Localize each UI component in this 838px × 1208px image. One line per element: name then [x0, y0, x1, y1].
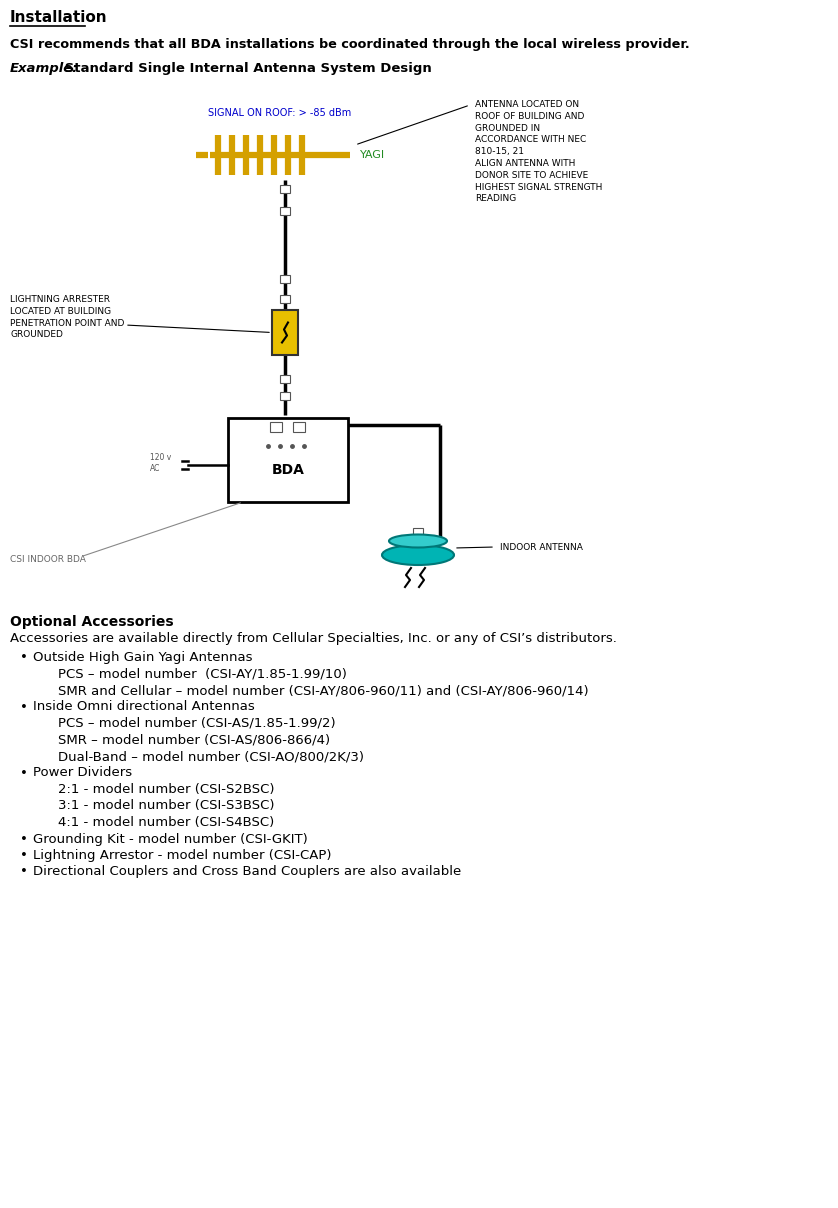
Text: Inside Omni directional Antennas: Inside Omni directional Antennas [33, 701, 255, 714]
Text: Optional Accessories: Optional Accessories [10, 615, 173, 629]
Bar [270, 422, 282, 432]
Bar [272, 310, 298, 355]
Text: SMR and Cellular – model number (CSI-AY/806-960/11) and (CSI-AY/806-960/14): SMR and Cellular – model number (CSI-AY/… [58, 684, 588, 697]
Text: •: • [20, 832, 28, 846]
Ellipse shape [382, 545, 454, 565]
Bar [280, 185, 290, 193]
Text: SIGNAL ON ROOF: > -85 dBm: SIGNAL ON ROOF: > -85 dBm [209, 108, 352, 118]
Text: 4:1 - model number (CSI-S4BSC): 4:1 - model number (CSI-S4BSC) [58, 815, 274, 829]
Text: CSI INDOOR BDA: CSI INDOOR BDA [10, 554, 85, 564]
Text: 120 v
AC: 120 v AC [150, 453, 171, 472]
Text: 2:1 - model number (CSI-S2BSC): 2:1 - model number (CSI-S2BSC) [58, 783, 275, 796]
Text: LIGHTNING ARRESTER
LOCATED AT BUILDING
PENETRATION POINT AND
GROUNDED: LIGHTNING ARRESTER LOCATED AT BUILDING P… [10, 295, 124, 339]
Text: PCS – model number  (CSI-AY/1.85-1.99/10): PCS – model number (CSI-AY/1.85-1.99/10) [58, 668, 347, 680]
Text: SMR – model number (CSI-AS/806-866/4): SMR – model number (CSI-AS/806-866/4) [58, 733, 330, 747]
Text: Dual-Band – model number (CSI-AO/800/2K/3): Dual-Band – model number (CSI-AO/800/2K/… [58, 750, 364, 763]
Text: Lightning Arrestor - model number (CSI-CAP): Lightning Arrestor - model number (CSI-C… [33, 849, 332, 863]
Text: Directional Couplers and Cross Band Couplers are also available: Directional Couplers and Cross Band Coup… [33, 865, 461, 878]
Ellipse shape [389, 534, 447, 547]
Text: 3:1 - model number (CSI-S3BSC): 3:1 - model number (CSI-S3BSC) [58, 800, 275, 813]
Text: •: • [20, 865, 28, 878]
Text: •: • [20, 651, 28, 664]
Bar [280, 374, 290, 383]
Text: •: • [20, 849, 28, 863]
Bar [280, 295, 290, 303]
Text: Accessories are available directly from Cellular Specialties, Inc. or any of CSI: Accessories are available directly from … [10, 632, 617, 645]
Text: •: • [20, 701, 28, 714]
Bar [413, 528, 423, 536]
Bar [228, 418, 348, 503]
Text: Outside High Gain Yagi Antennas: Outside High Gain Yagi Antennas [33, 651, 252, 664]
Text: •: • [20, 767, 28, 779]
Text: Power Dividers: Power Dividers [33, 767, 132, 779]
Text: Grounding Kit - model number (CSI-GKIT): Grounding Kit - model number (CSI-GKIT) [33, 832, 308, 846]
Text: INDOOR ANTENNA: INDOOR ANTENNA [500, 544, 583, 552]
Bar [280, 207, 290, 215]
Bar [280, 393, 290, 400]
Text: Installation: Installation [10, 10, 107, 25]
Text: PCS – model number (CSI-AS/1.85-1.99/2): PCS – model number (CSI-AS/1.85-1.99/2) [58, 718, 336, 730]
Text: Standard Single Internal Antenna System Design: Standard Single Internal Antenna System … [60, 62, 432, 75]
Text: CSI recommends that all BDA installations be coordinated through the local wirel: CSI recommends that all BDA installation… [10, 37, 690, 51]
Text: BDA: BDA [272, 463, 304, 477]
Text: ANTENNA LOCATED ON
ROOF OF BUILDING AND
GROUNDED IN
ACCORDANCE WITH NEC
810-15, : ANTENNA LOCATED ON ROOF OF BUILDING AND … [475, 100, 603, 203]
Text: YAGI: YAGI [360, 150, 385, 159]
Text: Example:: Example: [10, 62, 79, 75]
Bar [293, 422, 305, 432]
Bar [280, 275, 290, 283]
